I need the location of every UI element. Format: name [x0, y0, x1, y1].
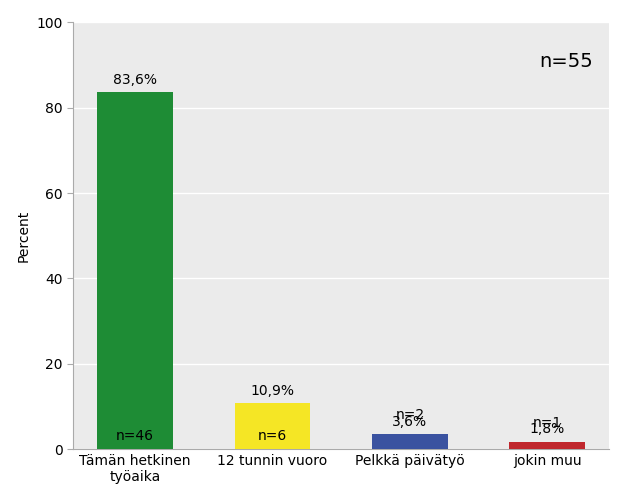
Bar: [235, 403, 310, 449]
Bar: [372, 434, 448, 449]
Text: 10,9%: 10,9%: [250, 384, 294, 398]
Text: 83,6%: 83,6%: [113, 73, 157, 87]
Text: n=2: n=2: [395, 408, 424, 422]
Y-axis label: Percent: Percent: [17, 209, 31, 262]
Text: n=55: n=55: [540, 52, 593, 71]
Text: 3,6%: 3,6%: [393, 415, 428, 429]
Bar: [98, 92, 173, 449]
Text: n=6: n=6: [258, 429, 287, 443]
Bar: [510, 441, 585, 449]
Text: n=46: n=46: [116, 429, 154, 443]
Text: 1,8%: 1,8%: [530, 422, 565, 436]
Text: n=1: n=1: [533, 416, 562, 430]
